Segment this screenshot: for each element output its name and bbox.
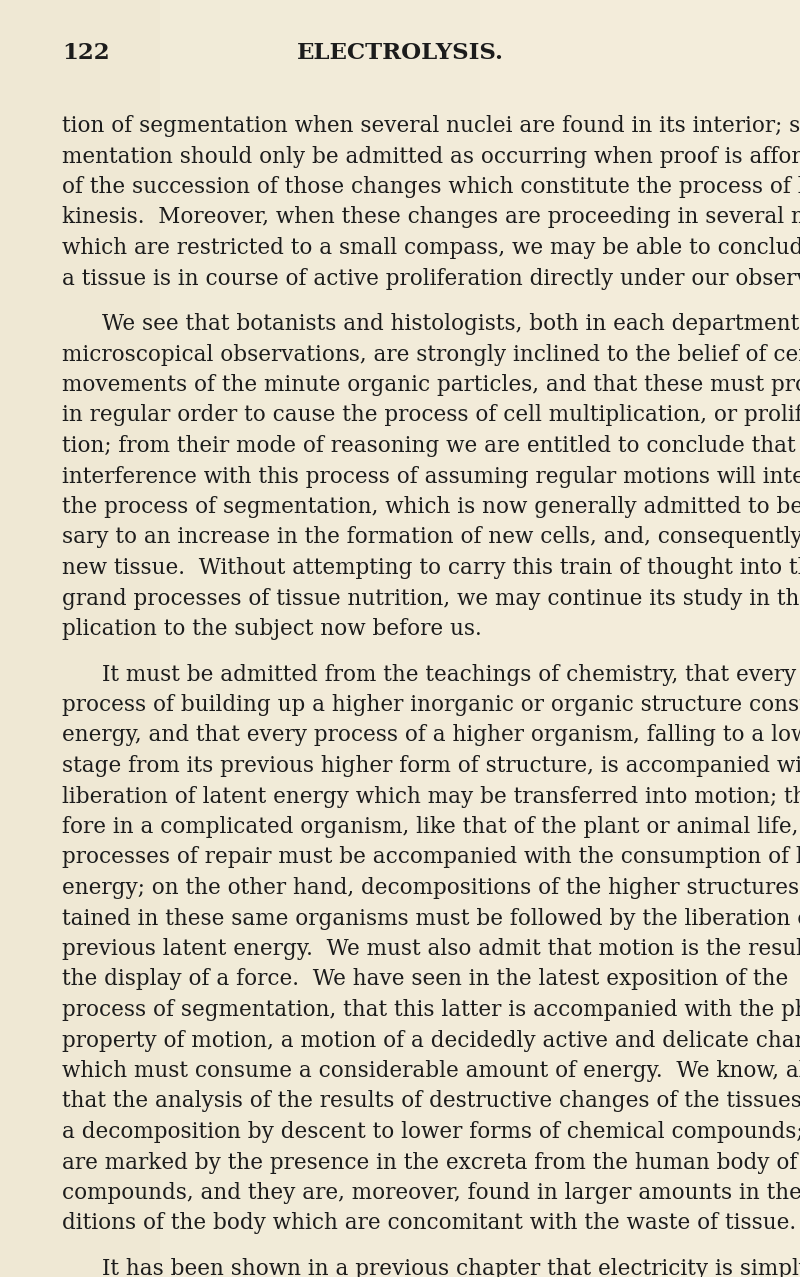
- Text: mentation should only be admitted as occurring when proof is afforded: mentation should only be admitted as occ…: [62, 146, 800, 167]
- Bar: [160, 0, 320, 1277]
- Text: movements of the minute organic particles, and that these must proceed: movements of the minute organic particle…: [62, 374, 800, 396]
- Text: property of motion, a motion of a decidedly active and delicate character,: property of motion, a motion of a decide…: [62, 1029, 800, 1051]
- Text: We see that botanists and histologists, both in each department of: We see that botanists and histologists, …: [102, 313, 800, 335]
- Text: tion of segmentation when several nuclei are found in its interior; seg-: tion of segmentation when several nuclei…: [62, 115, 800, 137]
- Text: a decomposition by descent to lower forms of chemical compounds; these: a decomposition by descent to lower form…: [62, 1121, 800, 1143]
- Text: microscopical observations, are strongly inclined to the belief of certain: microscopical observations, are strongly…: [62, 344, 800, 365]
- Text: of the succession of those changes which constitute the process of karyo-: of the succession of those changes which…: [62, 176, 800, 198]
- Text: process of segmentation, that this latter is accompanied with the physical: process of segmentation, that this latte…: [62, 999, 800, 1022]
- Bar: [480, 0, 640, 1277]
- Text: energy; on the other hand, decompositions of the higher structures con-: energy; on the other hand, decomposition…: [62, 877, 800, 899]
- Bar: [0, 0, 160, 1277]
- Text: a tissue is in course of active proliferation directly under our observation.: a tissue is in course of active prolifer…: [62, 267, 800, 290]
- Text: energy, and that every process of a higher organism, falling to a lower: energy, and that every process of a high…: [62, 724, 800, 747]
- Text: tion; from their mode of reasoning we are entitled to conclude that any: tion; from their mode of reasoning we ar…: [62, 435, 800, 457]
- Text: ditions of the body which are concomitant with the waste of tissue.: ditions of the body which are concomitan…: [62, 1212, 796, 1235]
- Text: It has been shown in a previous chapter that electricity is simply a: It has been shown in a previous chapter …: [102, 1258, 800, 1277]
- Text: the display of a force.  We have seen in the latest exposition of the: the display of a force. We have seen in …: [62, 968, 788, 991]
- Bar: [640, 0, 800, 1277]
- Text: are marked by the presence in the excreta from the human body of these: are marked by the presence in the excret…: [62, 1152, 800, 1174]
- Text: grand processes of tissue nutrition, we may continue its study in the ap-: grand processes of tissue nutrition, we …: [62, 587, 800, 609]
- Text: interference with this process of assuming regular motions will interrupt: interference with this process of assumi…: [62, 466, 800, 488]
- Text: kinesis.  Moreover, when these changes are proceeding in several nuclei,: kinesis. Moreover, when these changes ar…: [62, 207, 800, 229]
- Text: liberation of latent energy which may be transferred into motion; there-: liberation of latent energy which may be…: [62, 785, 800, 807]
- Text: the process of segmentation, which is now generally admitted to be neces-: the process of segmentation, which is no…: [62, 495, 800, 518]
- Text: plication to the subject now before us.: plication to the subject now before us.: [62, 618, 482, 640]
- Text: compounds, and they are, moreover, found in larger amounts in the con-: compounds, and they are, moreover, found…: [62, 1183, 800, 1204]
- Text: tained in these same organisms must be followed by the liberation of the: tained in these same organisms must be f…: [62, 908, 800, 930]
- Text: 122: 122: [62, 42, 110, 64]
- Text: which must consume a considerable amount of energy.  We know, also,: which must consume a considerable amount…: [62, 1060, 800, 1082]
- Text: fore in a complicated organism, like that of the plant or animal life, these: fore in a complicated organism, like tha…: [62, 816, 800, 838]
- Text: that the analysis of the results of destructive changes of the tissues show: that the analysis of the results of dest…: [62, 1091, 800, 1112]
- Text: process of building up a higher inorganic or organic structure consumes: process of building up a higher inorgani…: [62, 693, 800, 716]
- Text: ELECTROLYSIS.: ELECTROLYSIS.: [297, 42, 503, 64]
- Text: in regular order to cause the process of cell multiplication, or prolifera-: in regular order to cause the process of…: [62, 405, 800, 427]
- Text: processes of repair must be accompanied with the consumption of latent: processes of repair must be accompanied …: [62, 847, 800, 868]
- Text: sary to an increase in the formation of new cells, and, consequently, of: sary to an increase in the formation of …: [62, 526, 800, 549]
- Text: which are restricted to a small compass, we may be able to conclude that: which are restricted to a small compass,…: [62, 238, 800, 259]
- Bar: [320, 0, 480, 1277]
- Text: new tissue.  Without attempting to carry this train of thought into the: new tissue. Without attempting to carry …: [62, 557, 800, 578]
- Text: stage from its previous higher form of structure, is accompanied with a: stage from its previous higher form of s…: [62, 755, 800, 776]
- Text: It must be admitted from the teachings of chemistry, that every: It must be admitted from the teachings o…: [102, 664, 796, 686]
- Text: previous latent energy.  We must also admit that motion is the result of: previous latent energy. We must also adm…: [62, 939, 800, 960]
